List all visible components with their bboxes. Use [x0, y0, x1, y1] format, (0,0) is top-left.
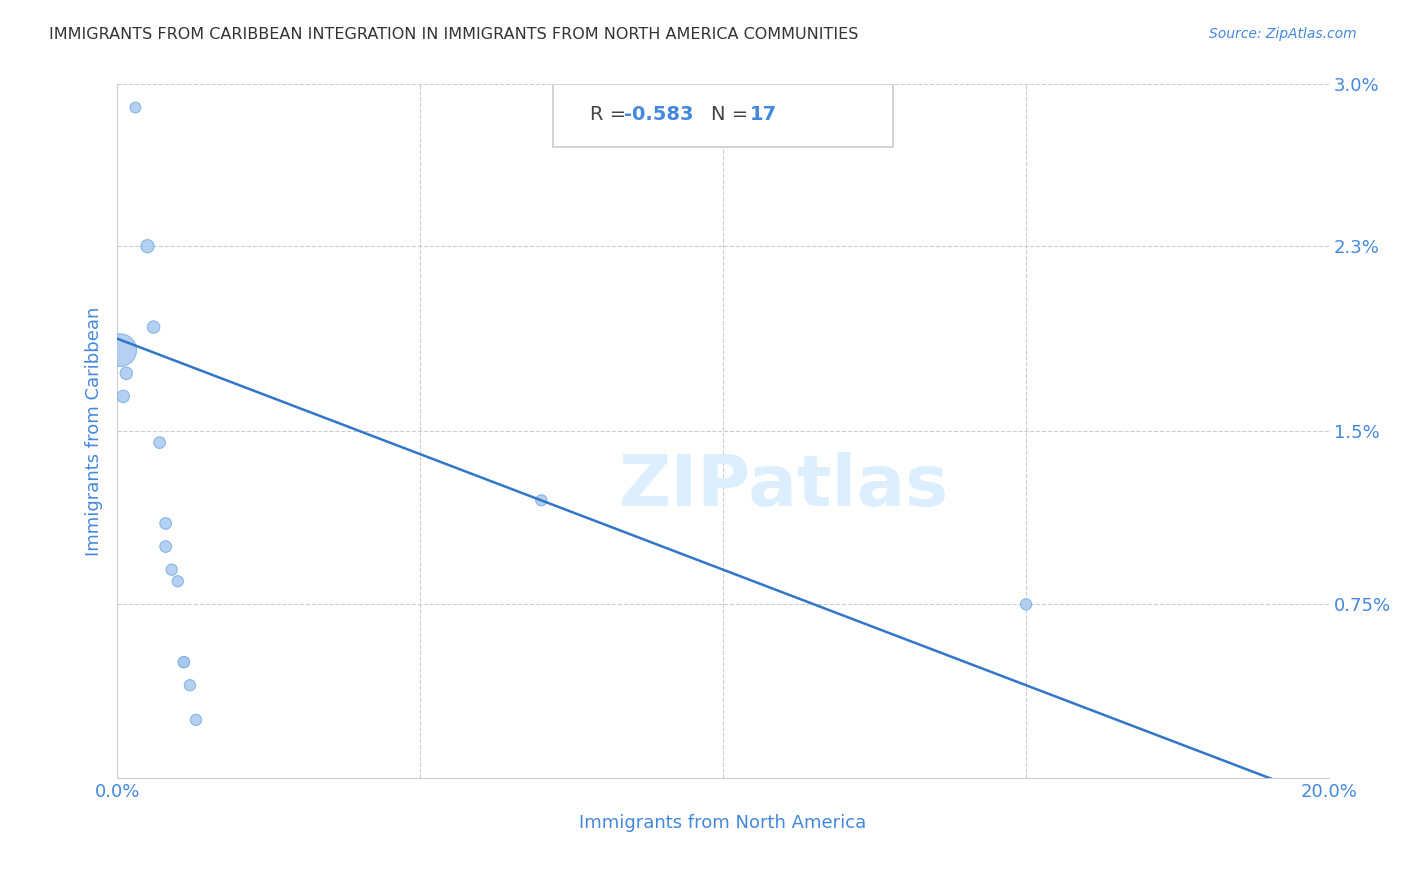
- FancyBboxPatch shape: [554, 85, 893, 147]
- Text: -0.583: -0.583: [624, 104, 693, 124]
- Y-axis label: Immigrants from Caribbean: Immigrants from Caribbean: [86, 306, 103, 556]
- Text: N =: N =: [711, 104, 755, 124]
- X-axis label: Immigrants from North America: Immigrants from North America: [579, 814, 866, 832]
- Point: [115, 366, 138, 380]
- Point: [166, 574, 188, 589]
- Point: [160, 563, 183, 577]
- Text: Source: ZipAtlas.com: Source: ZipAtlas.com: [1209, 27, 1357, 41]
- Text: ZIPatlas: ZIPatlas: [619, 452, 949, 521]
- Point: [112, 389, 135, 403]
- Point: [173, 655, 195, 669]
- Point: [1015, 598, 1038, 612]
- Point: [149, 435, 172, 450]
- Point: [155, 540, 177, 554]
- Text: R =: R =: [589, 104, 633, 124]
- Point: [124, 101, 146, 115]
- Point: [184, 713, 207, 727]
- Point: [530, 493, 553, 508]
- Point: [179, 678, 201, 692]
- Text: IMMIGRANTS FROM CARIBBEAN INTEGRATION IN IMMIGRANTS FROM NORTH AMERICA COMMUNITI: IMMIGRANTS FROM CARIBBEAN INTEGRATION IN…: [49, 27, 859, 42]
- Text: 17: 17: [749, 104, 778, 124]
- Point: [142, 320, 165, 334]
- Point: [173, 655, 195, 669]
- Point: [136, 239, 159, 253]
- Point: [155, 516, 177, 531]
- Point: [110, 343, 132, 358]
